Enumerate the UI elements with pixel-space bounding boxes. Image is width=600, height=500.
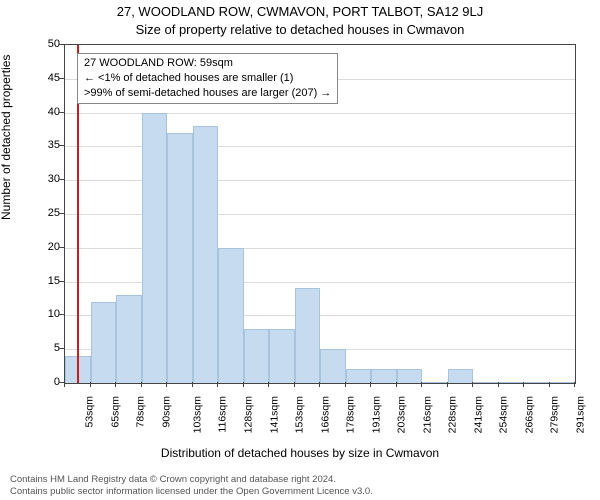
x-tick-mark: [192, 382, 193, 387]
y-tick-mark: [59, 112, 64, 113]
x-tick-label: 228sqm: [446, 396, 458, 433]
histogram-bar: [142, 113, 168, 383]
x-tick-mark: [90, 382, 91, 387]
y-tick-label: 35: [38, 139, 60, 151]
x-tick-label: 191sqm: [370, 396, 382, 433]
x-tick-mark: [166, 382, 167, 387]
x-tick-label: 266sqm: [523, 396, 535, 433]
x-tick-mark: [549, 382, 550, 387]
y-tick-label: 5: [38, 342, 60, 354]
y-tick-label: 40: [38, 106, 60, 118]
info-line-1: 27 WOODLAND ROW: 59sqm: [84, 56, 331, 71]
y-tick-label: 50: [38, 38, 60, 50]
x-tick-mark: [294, 382, 295, 387]
x-tick-label: 254sqm: [497, 396, 509, 433]
y-tick-mark: [59, 247, 64, 248]
info-line-3: >99% of semi-detached houses are larger …: [84, 86, 331, 101]
y-tick-label: 10: [38, 308, 60, 320]
chart-container: 27, WOODLAND ROW, CWMAVON, PORT TALBOT, …: [0, 0, 600, 500]
x-tick-label: 141sqm: [268, 396, 280, 433]
footer-line-2: Contains public sector information licen…: [10, 486, 373, 498]
x-tick-label: 203sqm: [395, 396, 407, 433]
x-tick-label: 216sqm: [421, 396, 433, 433]
x-tick-mark: [472, 382, 473, 387]
histogram-bar: [269, 329, 295, 383]
histogram-bar: [371, 369, 397, 383]
histogram-bar: [320, 349, 346, 383]
x-tick-mark: [141, 382, 142, 387]
y-tick-mark: [59, 179, 64, 180]
x-tick-mark: [498, 382, 499, 387]
y-tick-mark: [59, 281, 64, 282]
x-tick-mark: [319, 382, 320, 387]
y-tick-mark: [59, 314, 64, 315]
histogram-bar: [346, 369, 372, 383]
info-annotation-box: 27 WOODLAND ROW: 59sqm ← <1% of detached…: [77, 53, 338, 104]
chart-title-address: 27, WOODLAND ROW, CWMAVON, PORT TALBOT, …: [0, 4, 600, 19]
histogram-bar: [473, 382, 499, 383]
x-tick-mark: [396, 382, 397, 387]
x-tick-mark: [64, 382, 65, 387]
y-tick-mark: [59, 145, 64, 146]
footer-line-1: Contains HM Land Registry data © Crown c…: [10, 474, 373, 486]
histogram-bar: [244, 329, 270, 383]
histogram-bar: [448, 369, 474, 383]
y-tick-label: 20: [38, 241, 60, 253]
x-tick-mark: [243, 382, 244, 387]
x-tick-mark: [345, 382, 346, 387]
y-tick-label: 25: [38, 207, 60, 219]
y-tick-label: 15: [38, 275, 60, 287]
histogram-bar: [116, 295, 142, 383]
x-tick-label: 153sqm: [293, 396, 305, 433]
chart-title-subtitle: Size of property relative to detached ho…: [0, 22, 600, 37]
y-axis-label: Number of detached properties: [0, 55, 13, 220]
x-tick-label: 116sqm: [216, 396, 228, 433]
x-tick-label: 78sqm: [135, 396, 147, 428]
y-tick-label: 0: [38, 376, 60, 388]
y-tick-label: 45: [38, 72, 60, 84]
histogram-bar: [524, 382, 550, 383]
x-tick-label: 90sqm: [160, 396, 172, 428]
plot-area: 27 WOODLAND ROW: 59sqm ← <1% of detached…: [64, 44, 576, 384]
histogram-bar: [550, 382, 576, 383]
histogram-bar: [499, 382, 525, 383]
info-line-2: ← <1% of detached houses are smaller (1): [84, 71, 331, 86]
y-tick-label: 30: [38, 173, 60, 185]
histogram-bar: [218, 248, 244, 383]
x-tick-mark: [370, 382, 371, 387]
x-tick-label: 103sqm: [191, 396, 203, 433]
x-tick-mark: [268, 382, 269, 387]
x-tick-mark: [115, 382, 116, 387]
x-tick-label: 53sqm: [84, 396, 96, 428]
x-tick-mark: [523, 382, 524, 387]
x-tick-mark: [447, 382, 448, 387]
x-tick-mark: [421, 382, 422, 387]
histogram-bar: [193, 126, 219, 383]
x-tick-mark: [217, 382, 218, 387]
y-tick-mark: [59, 78, 64, 79]
y-tick-mark: [59, 213, 64, 214]
footer-attribution: Contains HM Land Registry data © Crown c…: [10, 474, 373, 498]
histogram-bar: [167, 133, 193, 383]
x-tick-mark: [574, 382, 575, 387]
histogram-bar: [91, 302, 117, 383]
histogram-bar: [295, 288, 321, 383]
y-tick-mark: [59, 44, 64, 45]
x-tick-label: 128sqm: [242, 396, 254, 433]
x-tick-label: 241sqm: [472, 396, 484, 433]
x-tick-label: 291sqm: [574, 396, 586, 433]
histogram-bar: [397, 369, 423, 383]
x-axis-label: Distribution of detached houses by size …: [0, 446, 600, 460]
y-tick-mark: [59, 348, 64, 349]
x-tick-label: 178sqm: [344, 396, 356, 433]
x-tick-label: 65sqm: [109, 396, 121, 428]
x-tick-label: 166sqm: [319, 396, 331, 433]
x-tick-label: 279sqm: [548, 396, 560, 433]
histogram-bar: [422, 382, 448, 383]
